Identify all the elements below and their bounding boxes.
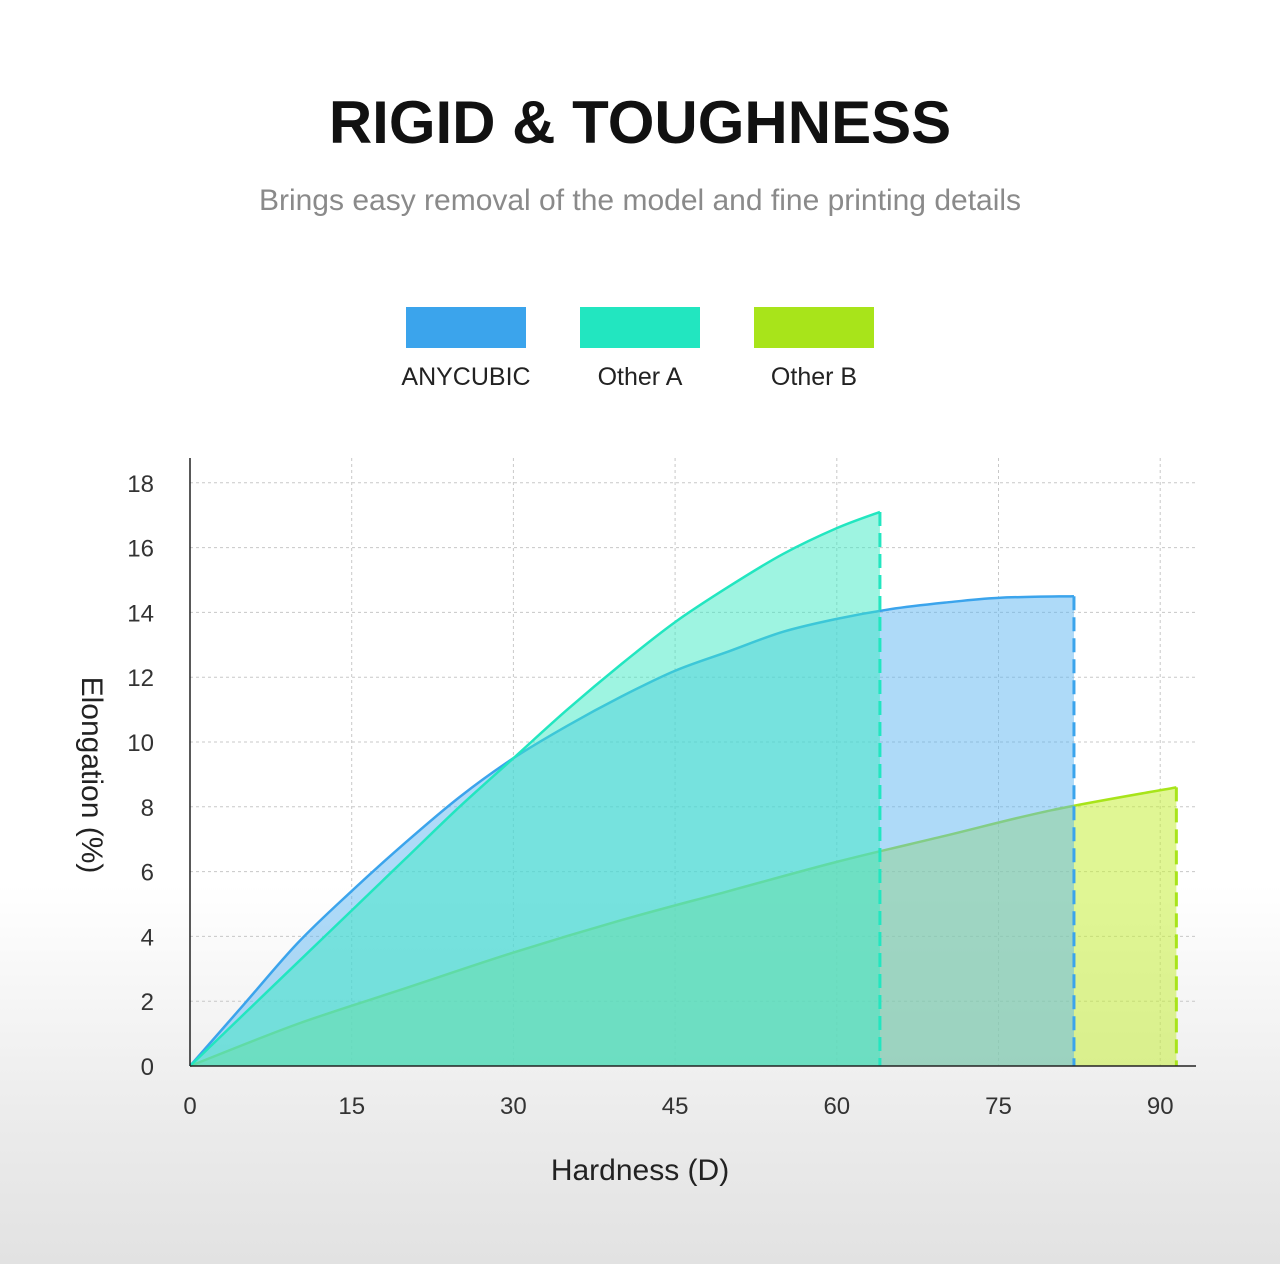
chart-title: RIGID & TOUGHNESS xyxy=(328,89,952,156)
x-tick-label-75: 75 xyxy=(985,1093,1012,1120)
series-areas xyxy=(189,510,1178,1068)
chart-subtitle: Brings easy removal of the model and fin… xyxy=(258,184,1022,217)
chart-axes xyxy=(189,458,1196,1067)
legend-label-other-a: Other A xyxy=(598,363,683,391)
y-tick-label-14: 14 xyxy=(127,600,154,627)
y-tick-label-10: 10 xyxy=(127,730,154,757)
x-tick-label-90: 90 xyxy=(1147,1093,1174,1120)
x-axis-title: Hardness (D) xyxy=(551,1154,729,1187)
series-area-other-a xyxy=(190,511,880,1067)
tick-labels: 0 2 4 6 8 10 12 14 16 18 0 15 30 45 60 75 90 xyxy=(127,471,1173,1120)
legend: ANYCUBIC Other A Other B xyxy=(401,307,874,391)
x-tick-label-45: 45 xyxy=(662,1093,689,1120)
y-tick-label-18: 18 xyxy=(127,471,154,498)
y-tick-label-0: 0 xyxy=(141,1054,154,1081)
y-tick-label-4: 4 xyxy=(141,924,154,951)
x-tick-label-60: 60 xyxy=(823,1093,850,1120)
y-tick-label-8: 8 xyxy=(141,795,154,822)
legend-label-other-b: Other B xyxy=(771,363,857,391)
y-tick-label-12: 12 xyxy=(127,665,154,692)
series-line-other-a xyxy=(189,510,881,1067)
x-tick-label-15: 15 xyxy=(338,1093,365,1120)
x-tick-label-0: 0 xyxy=(183,1093,196,1120)
y-tick-label-2: 2 xyxy=(141,989,154,1016)
legend-swatch-anycubic xyxy=(406,307,526,348)
legend-swatch-other-a xyxy=(580,307,700,348)
y-tick-label-6: 6 xyxy=(141,860,154,887)
legend-label-anycubic: ANYCUBIC xyxy=(401,363,530,391)
y-tick-label-16: 16 xyxy=(127,536,154,563)
y-axis-title: Elongation (%) xyxy=(75,677,108,874)
x-tick-label-30: 30 xyxy=(500,1093,527,1120)
legend-swatch-other-b xyxy=(754,307,874,348)
